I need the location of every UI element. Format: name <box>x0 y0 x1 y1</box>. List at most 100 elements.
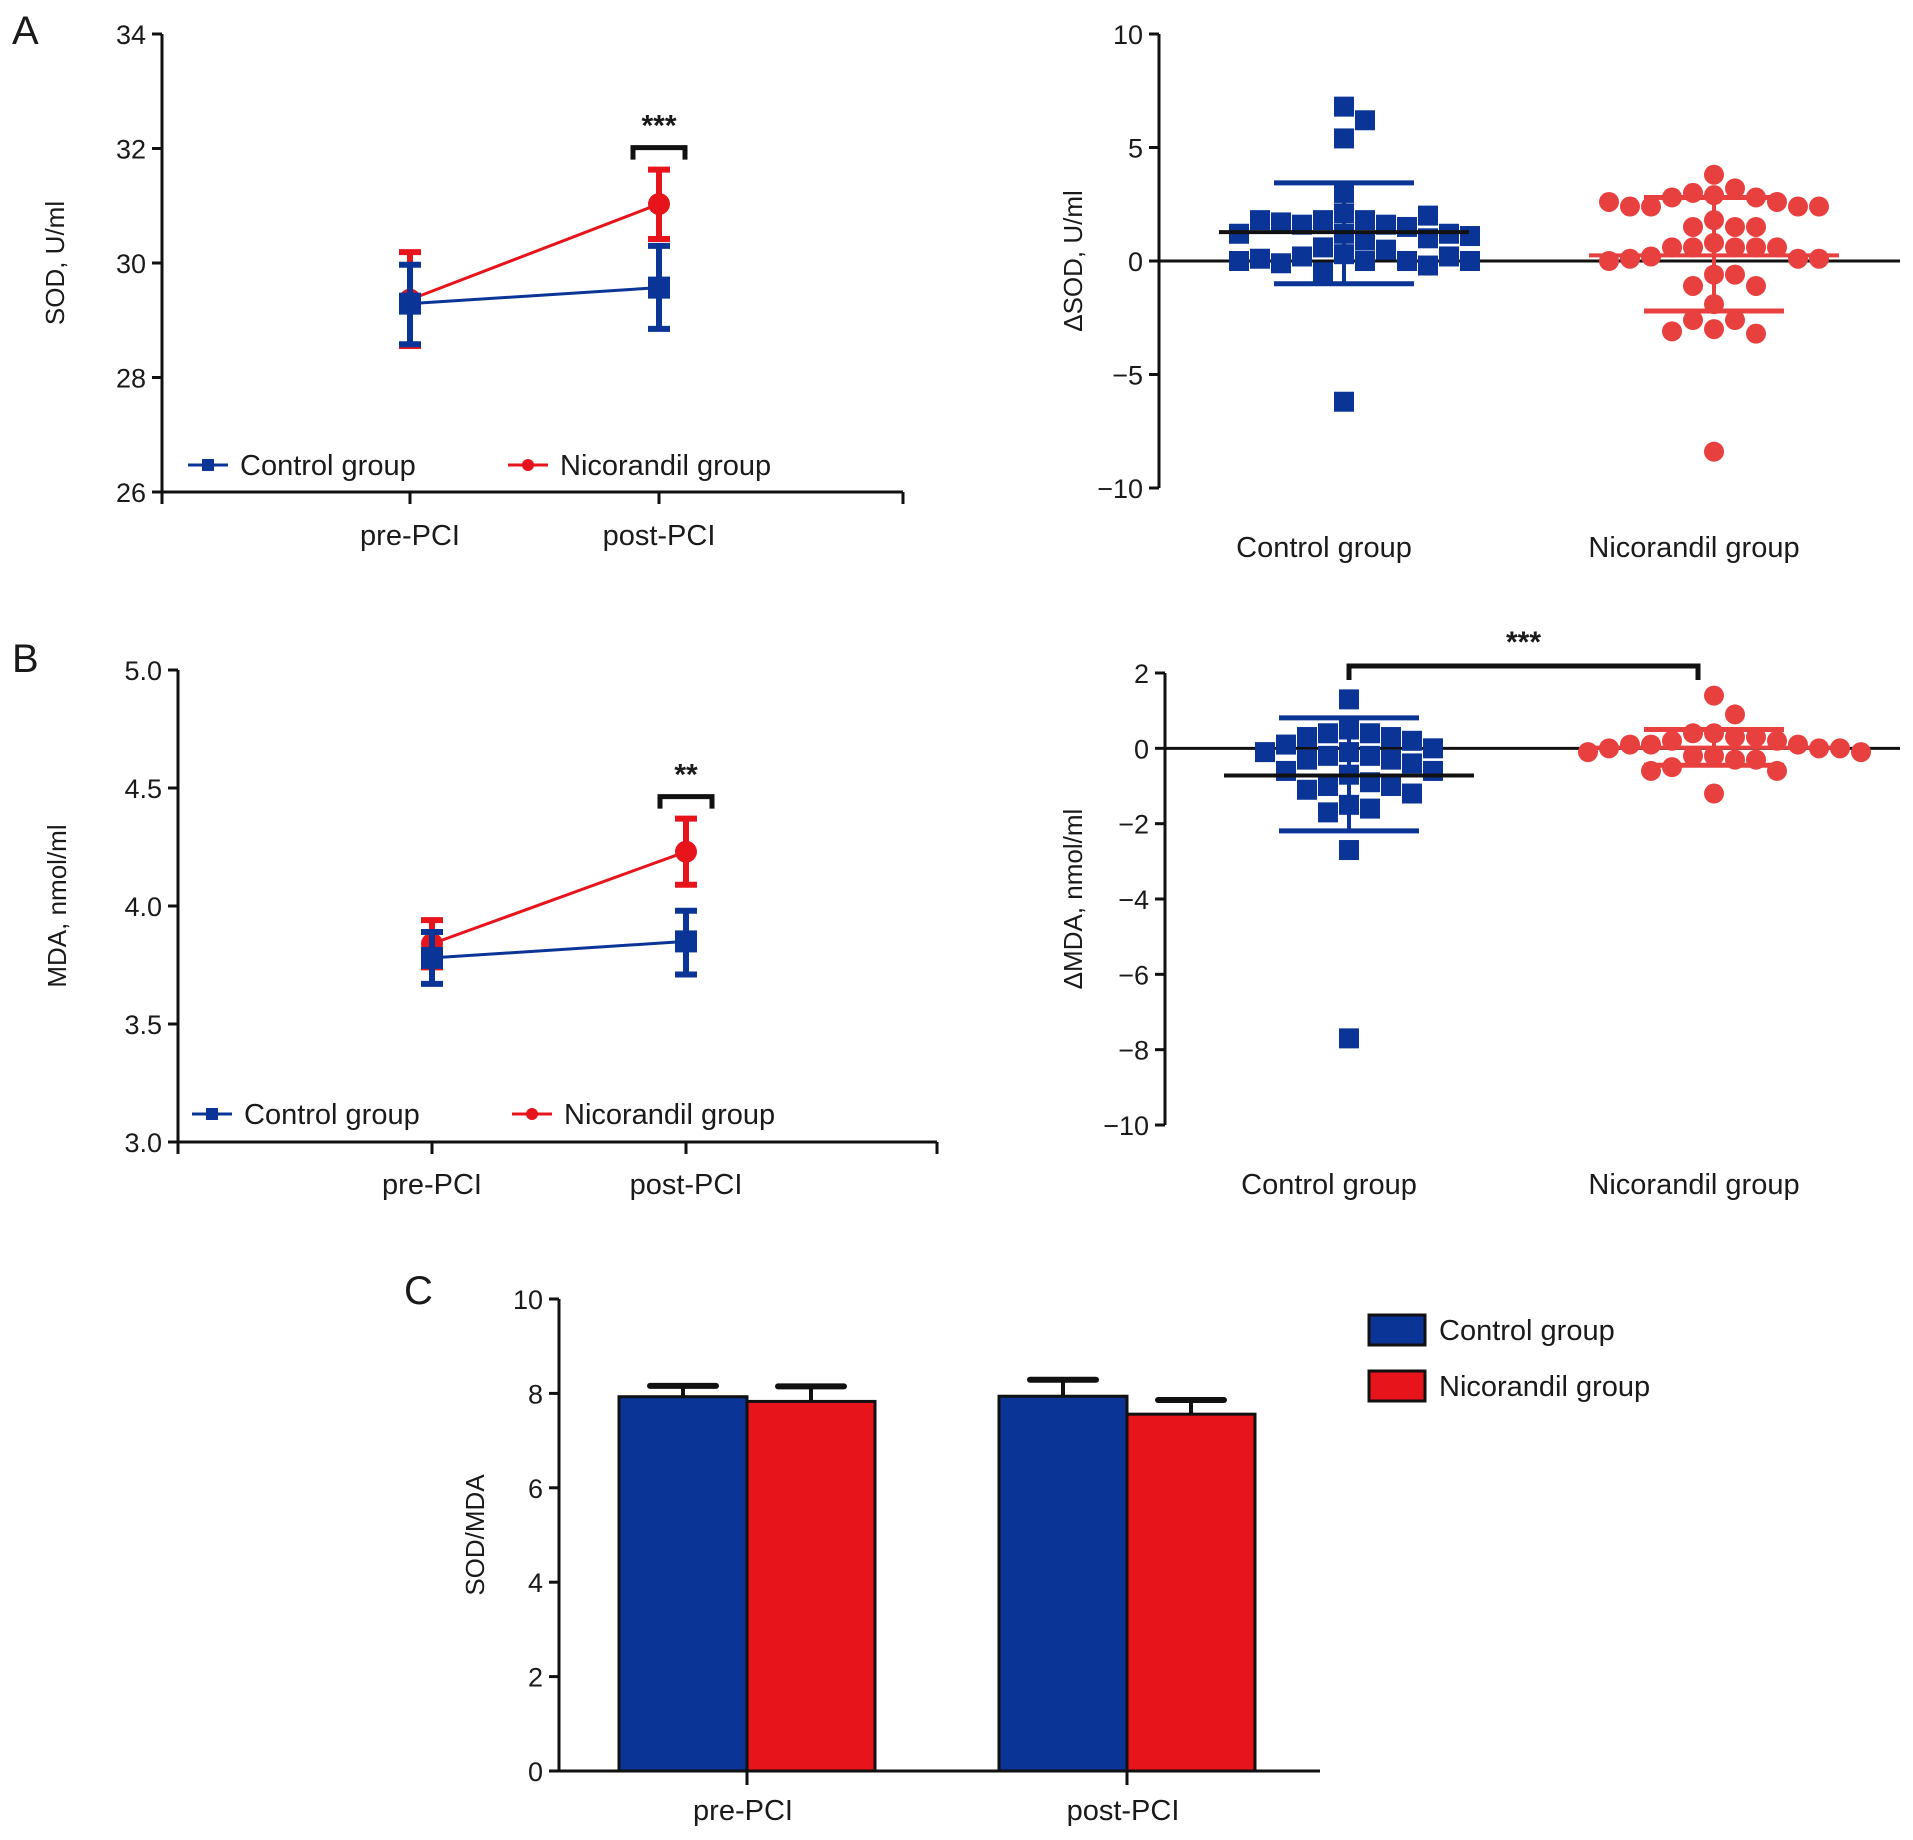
data-point <box>1376 214 1396 235</box>
legend-label: Control group <box>244 1099 420 1131</box>
data-point <box>1683 216 1703 237</box>
data-point <box>1271 253 1291 274</box>
data-point <box>675 840 697 863</box>
x-tick-label: pre-PCI <box>382 1169 482 1201</box>
data-point <box>1767 237 1787 258</box>
data-point <box>1355 251 1375 271</box>
y-tick-label: −6 <box>1118 960 1149 990</box>
y-axis-title: SOD/MDA <box>460 1474 490 1596</box>
data-point <box>1339 689 1359 710</box>
series-line <box>409 286 660 306</box>
data-point <box>1830 738 1850 759</box>
data-point <box>1271 212 1291 233</box>
y-axis-title: ΔMDA, nmol/ml <box>1058 809 1088 990</box>
data-point <box>1460 226 1480 247</box>
data-point <box>648 193 670 216</box>
data-point <box>1662 321 1682 342</box>
series-control <box>1224 689 1474 1049</box>
data-point <box>1355 230 1375 251</box>
y-tick-label: 4 <box>528 1568 543 1598</box>
data-point <box>1746 727 1766 748</box>
y-tick-label: 2 <box>528 1663 543 1693</box>
delta-sod-scatter-chart: −10 −5 0 5 10 ΔSOD, U/ml Control group Nicorand… <box>1058 20 1900 564</box>
data-point <box>1620 196 1640 217</box>
y-tick-label: 0 <box>1134 734 1149 764</box>
y-tick-label: 30 <box>116 249 146 279</box>
x-tick-label: post-PCI <box>630 1169 743 1201</box>
data-point <box>1318 745 1338 766</box>
x-category-label: Control group <box>1241 1169 1417 1201</box>
data-point <box>1460 251 1480 271</box>
bar-nicorandil <box>745 1399 877 1773</box>
bar-control <box>617 1395 749 1773</box>
data-point <box>1313 262 1333 283</box>
x-category-label: Nicorandil group <box>1588 532 1799 564</box>
data-point <box>1381 776 1401 796</box>
data-point <box>1297 749 1317 770</box>
legend-label: Nicorandil group <box>560 450 771 482</box>
data-point <box>1255 742 1275 763</box>
y-tick-label: 10 <box>513 1285 543 1315</box>
data-point <box>1704 441 1724 462</box>
legend-circle-icon <box>522 459 534 471</box>
y-tick-label: 5 <box>1128 134 1143 164</box>
data-point <box>1376 239 1396 260</box>
legend-label: Control group <box>1439 1315 1615 1347</box>
data-point <box>1851 742 1871 763</box>
data-point <box>1662 237 1682 258</box>
significance-stars: *** <box>641 110 676 143</box>
data-point <box>1250 248 1270 269</box>
x-tick-label: pre-PCI <box>360 520 460 552</box>
panel-letter-a: A <box>12 9 39 53</box>
x-tick-label: post-PCI <box>603 520 716 552</box>
data-point <box>1339 840 1359 861</box>
data-point <box>1725 704 1745 725</box>
data-point <box>1229 251 1249 271</box>
data-point <box>1725 264 1745 285</box>
y-tick-label: −8 <box>1118 1036 1149 1066</box>
data-point <box>1788 248 1808 269</box>
data-point <box>1704 783 1724 804</box>
data-point <box>1318 723 1338 744</box>
data-point <box>1620 734 1640 755</box>
panel-letter-c: C <box>404 1269 433 1313</box>
data-point <box>1418 205 1438 226</box>
legend-circle-icon <box>526 1108 538 1120</box>
significance-bracket <box>657 794 715 809</box>
data-point <box>1620 248 1640 269</box>
data-point <box>675 930 697 953</box>
data-point <box>1418 255 1438 276</box>
data-point <box>421 946 443 969</box>
series-control <box>1219 96 1480 412</box>
data-point <box>1704 319 1724 340</box>
y-tick-label: 26 <box>116 478 146 508</box>
data-point <box>1360 798 1380 819</box>
data-point <box>1683 237 1703 258</box>
data-point <box>1704 164 1724 185</box>
y-axis-title: SOD, U/ml <box>40 201 70 325</box>
significance-bracket <box>1346 663 1701 680</box>
legend-swatch-nicorandil <box>1367 1369 1427 1403</box>
y-axis-title: MDA, nmol/ml <box>42 824 72 987</box>
data-point <box>1360 745 1380 766</box>
data-point <box>1334 96 1354 117</box>
y-tick-label: 2 <box>1134 659 1149 689</box>
sod-mda-ratio-bar-chart: 0 2 4 6 8 10 SOD/MDA pre-PCI post-PCI Control gro… <box>460 1285 1650 1827</box>
series-nicorandil <box>1578 685 1871 804</box>
data-point <box>1397 251 1417 271</box>
y-axis-title: ΔSOD, U/ml <box>1058 190 1088 332</box>
data-point <box>1683 745 1703 766</box>
y-tick-label: −2 <box>1118 810 1149 840</box>
x-tick-label: pre-PCI <box>693 1795 793 1827</box>
data-point <box>1297 727 1317 748</box>
legend-label: Control group <box>240 450 416 482</box>
series-line <box>431 939 687 960</box>
data-point <box>399 292 421 315</box>
data-point <box>1746 275 1766 296</box>
legend-label: Nicorandil group <box>564 1099 775 1131</box>
data-point <box>1297 779 1317 800</box>
y-tick-label: 3.0 <box>124 1128 162 1158</box>
significance-stars: *** <box>1506 626 1541 659</box>
series-control <box>421 907 697 987</box>
x-category-label: Nicorandil group <box>1588 1169 1799 1201</box>
